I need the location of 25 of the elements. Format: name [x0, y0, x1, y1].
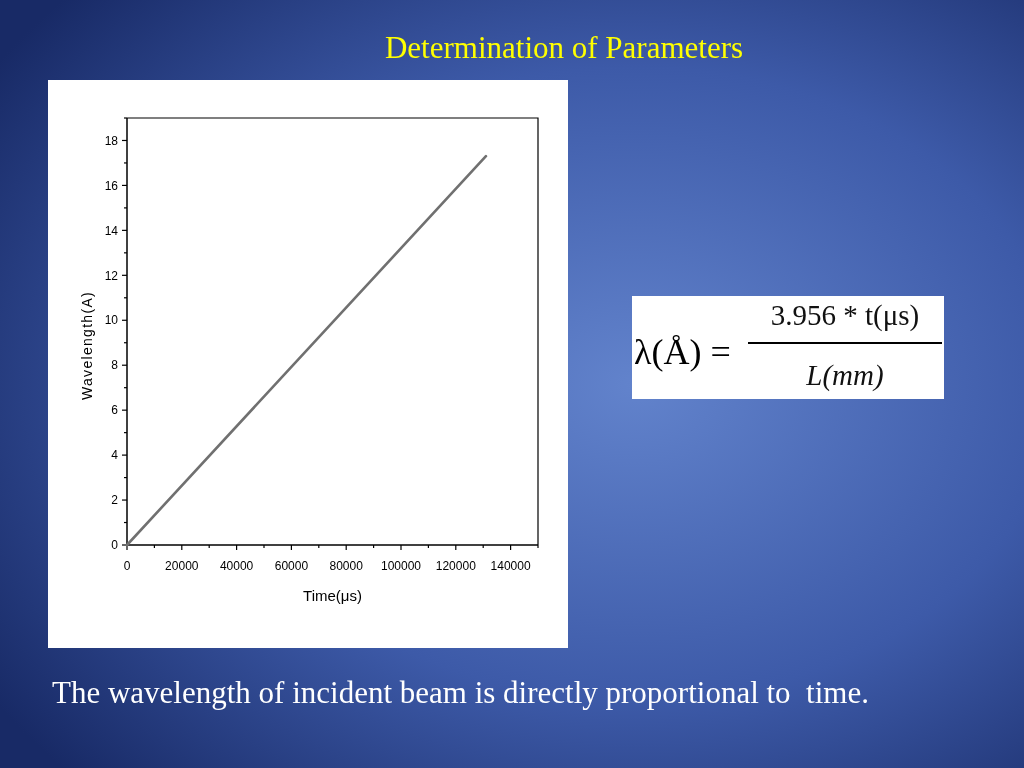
y-axis-title: Wavelength(A) — [79, 291, 95, 400]
x-tick-label: 100000 — [380, 559, 422, 573]
chart-title: Determination of Parameters — [384, 30, 744, 65]
text: 3.956 * t(μs) — [770, 299, 920, 332]
x-tick-label: 40000 — [219, 559, 254, 573]
y-tick-label: 0 — [111, 538, 119, 553]
y-tick-label: 4 — [111, 448, 119, 463]
x-tick-label: 140000 — [490, 559, 531, 573]
y-tick-label: 2 — [111, 493, 119, 508]
x-tick-label: 60000 — [274, 559, 309, 573]
x-tick-label: 80000 — [329, 559, 364, 573]
x-tick-label: 120000 — [435, 559, 477, 573]
x-tick-label: 0 — [123, 559, 131, 573]
y-tick-label: 10 — [104, 313, 119, 328]
x-axis-title: Time(μs) — [303, 587, 362, 604]
text: The wavelength of incident beam is directly proportional to time. — [52, 675, 869, 710]
text: L(mm) — [805, 359, 884, 392]
y-tick-label: 16 — [104, 178, 119, 193]
x-tick-label: 20000 — [165, 559, 199, 573]
y-tick-label: 18 — [104, 133, 119, 148]
y-tick-label: 8 — [111, 358, 119, 373]
y-tick-label: 14 — [104, 223, 119, 238]
text: λ(Å) = — [634, 332, 731, 372]
y-tick-label: 12 — [104, 268, 119, 283]
y-tick-label: 6 — [111, 403, 119, 418]
